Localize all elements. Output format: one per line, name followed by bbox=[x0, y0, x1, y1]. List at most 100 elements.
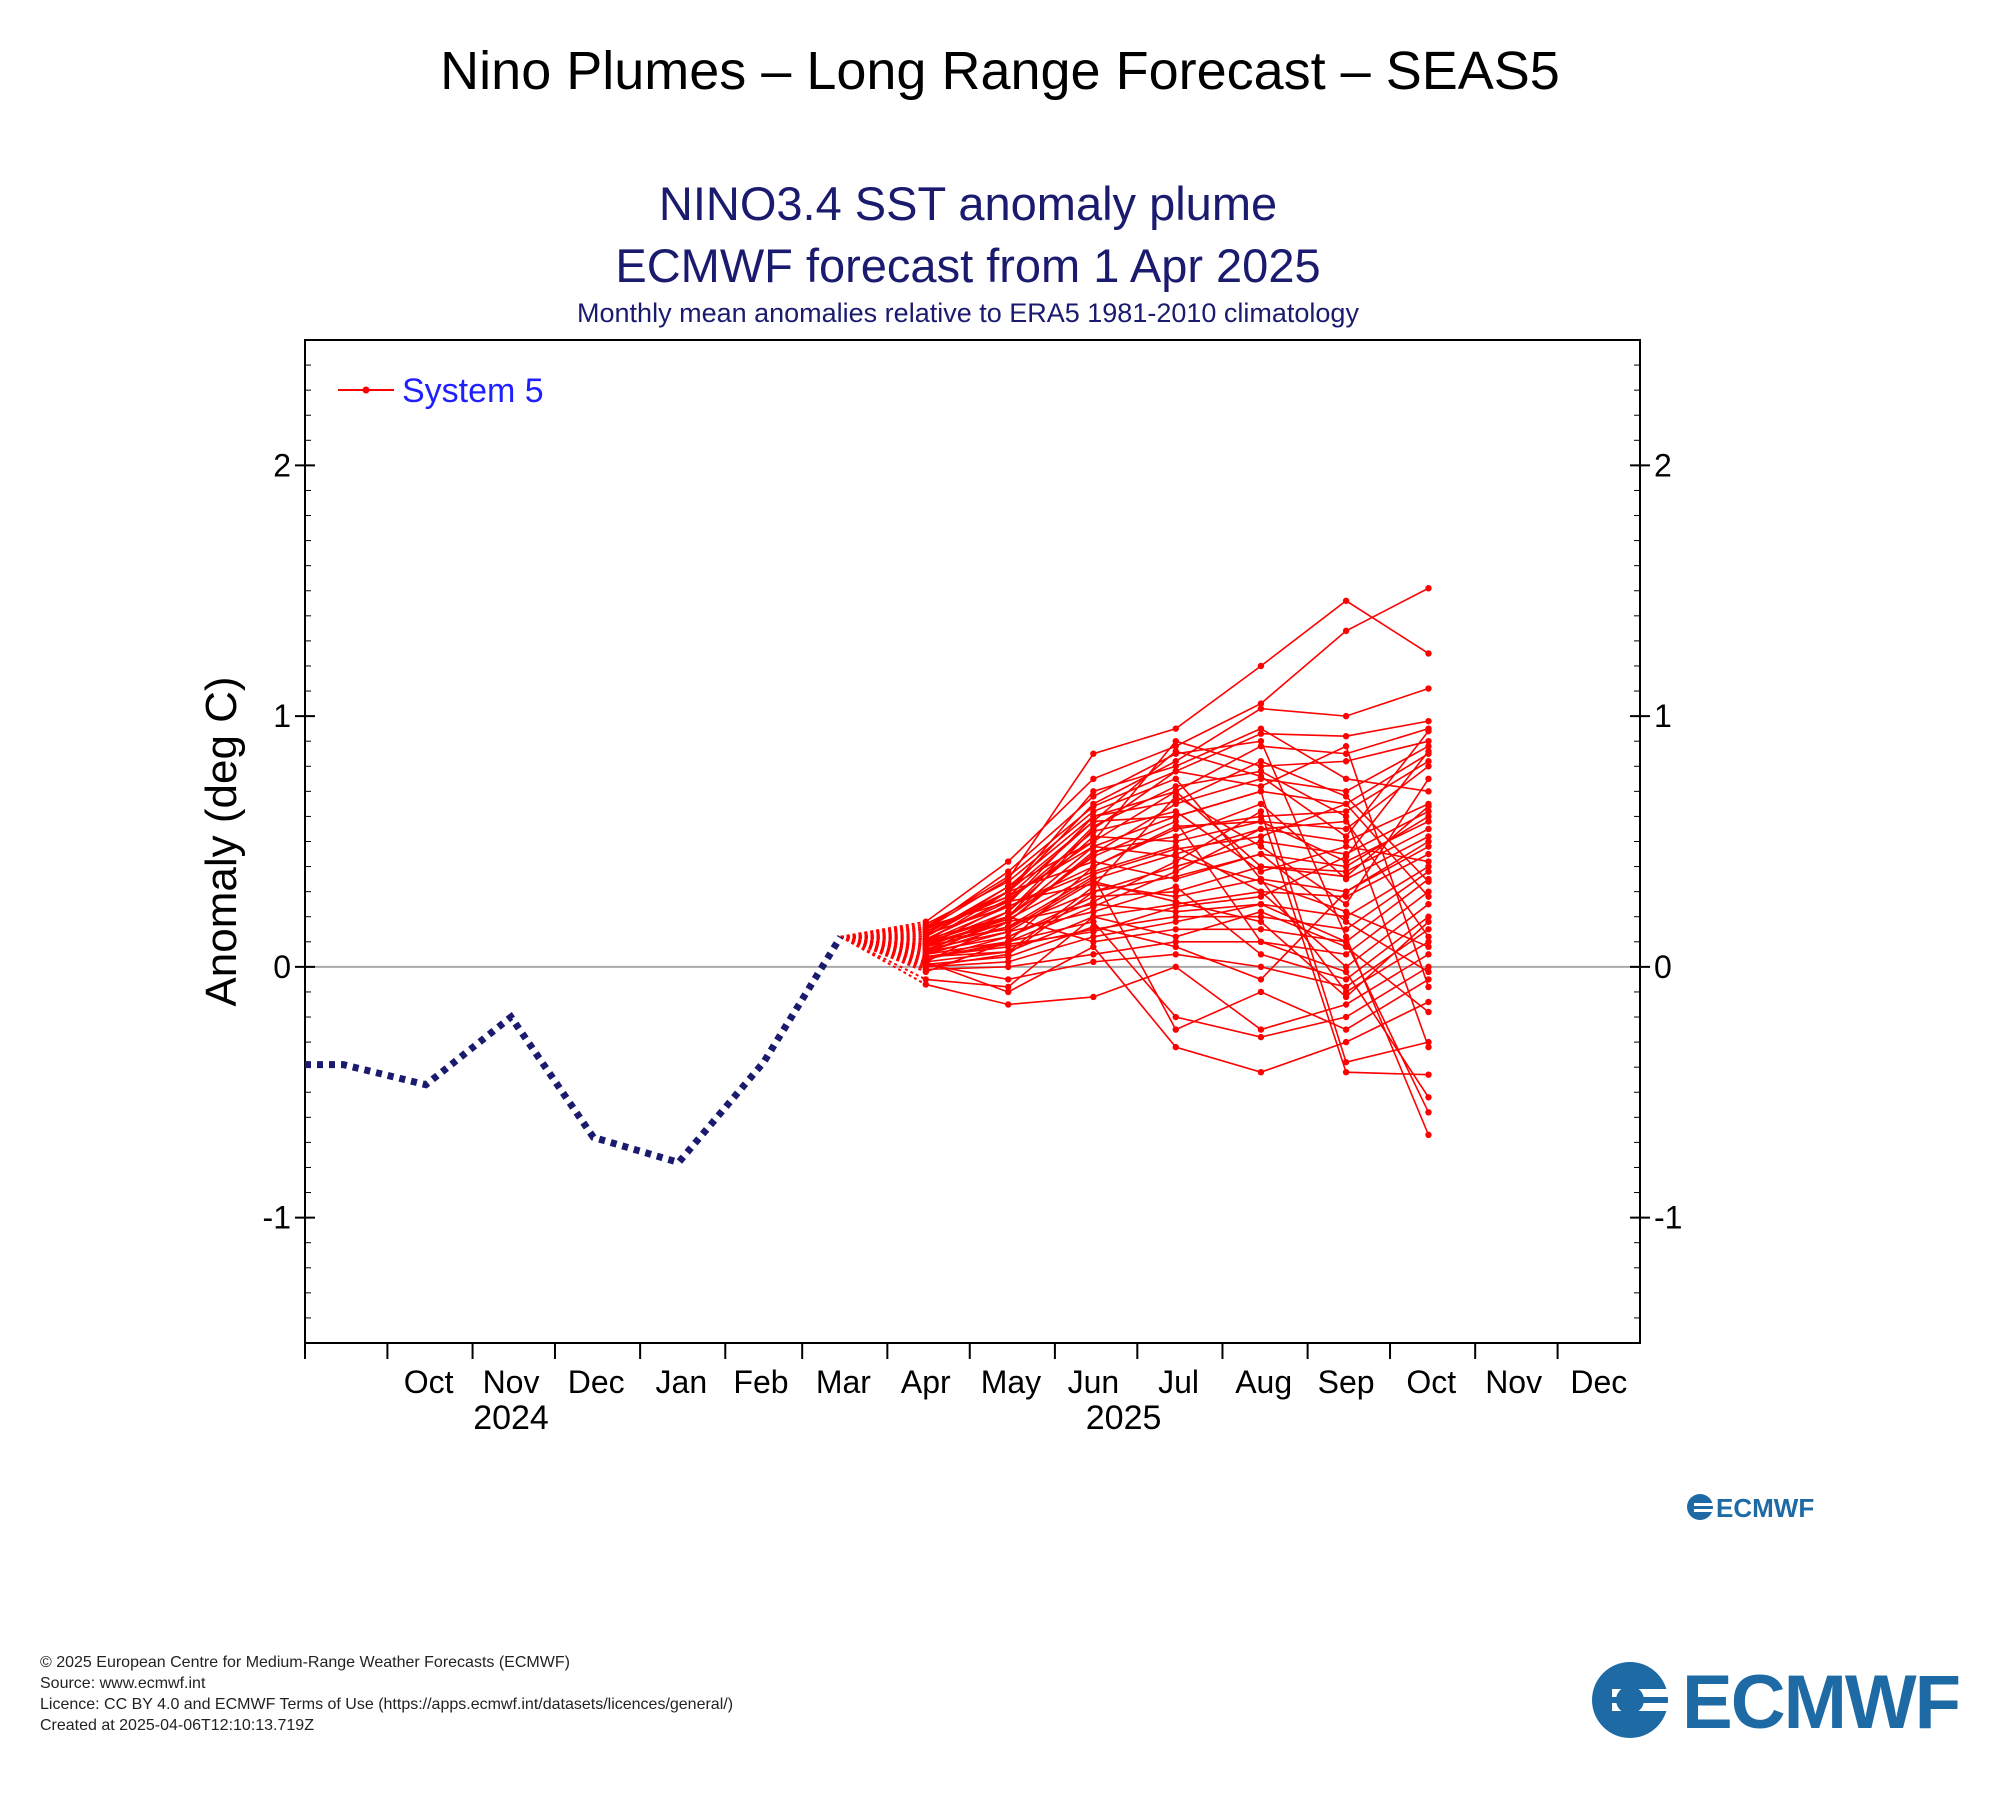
forecast-point bbox=[1342, 833, 1350, 840]
forecast-point bbox=[1090, 993, 1097, 1001]
forecast-point bbox=[1172, 798, 1179, 805]
forecast-point bbox=[1090, 833, 1097, 840]
forecast-point bbox=[1425, 938, 1432, 945]
forecast-point bbox=[1257, 825, 1265, 833]
y-tick-label-right: 1 bbox=[1654, 698, 1672, 734]
forecast-point bbox=[1172, 738, 1179, 745]
forecast-point bbox=[1257, 918, 1265, 925]
forecast-point bbox=[1425, 878, 1432, 885]
forecast-point bbox=[1257, 700, 1265, 707]
forecast-point bbox=[1172, 1043, 1179, 1051]
forecast-point bbox=[1257, 1068, 1265, 1076]
forecast-point bbox=[1425, 758, 1432, 765]
forecast-point bbox=[922, 936, 930, 943]
forecast-point bbox=[1257, 863, 1265, 870]
forecast-point bbox=[1425, 813, 1432, 820]
forecast-point bbox=[1342, 853, 1350, 860]
forecast-point bbox=[1090, 750, 1097, 757]
forecast-point bbox=[922, 923, 930, 930]
forecast-point bbox=[1425, 951, 1432, 958]
forecast-point bbox=[1342, 933, 1350, 940]
forecast-point bbox=[1005, 958, 1012, 966]
forecast-point bbox=[1172, 938, 1179, 945]
forecast-point bbox=[1090, 853, 1097, 860]
source-line: Source: www.ecmwf.int bbox=[40, 1675, 206, 1692]
forecast-point bbox=[1172, 768, 1179, 775]
forecast-point bbox=[1342, 1026, 1350, 1033]
forecast-point bbox=[1172, 963, 1179, 971]
forecast-point bbox=[1005, 888, 1012, 895]
forecast-point bbox=[1090, 943, 1097, 951]
forecast-point bbox=[1342, 993, 1350, 1001]
forecast-point bbox=[1257, 773, 1265, 780]
chart-title: NINO3.4 SST anomaly plume bbox=[659, 177, 1277, 230]
forecast-point bbox=[1172, 913, 1179, 920]
y-axis-label: Anomaly (deg C) bbox=[197, 676, 246, 1006]
forecast-point bbox=[1257, 1026, 1265, 1033]
forecast-point bbox=[1090, 863, 1097, 870]
forecast-point bbox=[1005, 895, 1012, 903]
forecast-initial-segment bbox=[840, 935, 927, 986]
forecast-point bbox=[1342, 788, 1350, 795]
forecast-point bbox=[1172, 725, 1179, 732]
forecast-point bbox=[1342, 838, 1350, 845]
forecast-point bbox=[1257, 908, 1265, 915]
y-tick-label-left: 0 bbox=[273, 949, 291, 985]
forecast-point bbox=[1342, 976, 1350, 983]
forecast-point bbox=[1425, 825, 1432, 833]
forecast-point bbox=[1425, 833, 1432, 840]
forecast-point bbox=[1090, 793, 1097, 800]
ecmwf-logo-small: ECMWF bbox=[1687, 1493, 1814, 1523]
forecast-point bbox=[1172, 926, 1179, 933]
forecast-point bbox=[1425, 843, 1432, 850]
forecast-point bbox=[1425, 863, 1432, 870]
forecast-point bbox=[1257, 758, 1265, 765]
forecast-point bbox=[1172, 758, 1179, 765]
forecast-point bbox=[1005, 908, 1012, 915]
legend-marker bbox=[362, 386, 370, 394]
forecast-point bbox=[1090, 858, 1097, 865]
forecast-point bbox=[1425, 1131, 1432, 1139]
forecast-point bbox=[1172, 858, 1179, 865]
forecast-point bbox=[922, 941, 930, 948]
x-tick-label: Dec bbox=[1570, 1364, 1627, 1400]
forecast-point bbox=[1090, 775, 1097, 783]
footer-credits: © 2025 European Centre for Medium-Range … bbox=[40, 1652, 733, 1736]
y-tick-label-right: 2 bbox=[1654, 447, 1672, 483]
x-tick-label: Oct bbox=[404, 1364, 454, 1400]
created-line: Created at 2025-04-06T12:10:13.719Z bbox=[40, 1717, 314, 1734]
forecast-point bbox=[1342, 627, 1350, 635]
forecast-point bbox=[1257, 843, 1265, 850]
forecast-point bbox=[1172, 818, 1179, 825]
forecast-point bbox=[1172, 1026, 1179, 1033]
forecast-point bbox=[1342, 893, 1350, 900]
forecast-point bbox=[1005, 1001, 1012, 1008]
x-tick-label: Sep bbox=[1318, 1364, 1375, 1400]
forecast-point bbox=[1425, 808, 1432, 815]
forecast-point bbox=[1425, 963, 1432, 971]
forecast-point bbox=[922, 981, 930, 988]
forecast-point bbox=[1257, 893, 1265, 900]
forecast-point bbox=[1425, 685, 1432, 692]
forecast-point bbox=[1257, 725, 1265, 732]
forecast-point bbox=[1172, 833, 1179, 840]
forecast-initial-segment bbox=[840, 935, 927, 958]
forecast-point bbox=[1257, 833, 1265, 840]
forecast-point bbox=[1005, 883, 1012, 890]
forecast-point bbox=[1172, 933, 1179, 940]
forecast-point bbox=[1090, 903, 1097, 910]
forecast-point bbox=[1090, 883, 1097, 890]
nino34-plume-chart: NINO3.4 SST anomaly plume ECMWF forecast… bbox=[197, 177, 1682, 1437]
forecast-point bbox=[1342, 900, 1350, 908]
forecast-point bbox=[1090, 898, 1097, 905]
x-tick-label: Feb bbox=[733, 1364, 788, 1400]
observed-line bbox=[305, 934, 844, 1167]
forecast-point bbox=[1172, 908, 1179, 915]
forecast-point bbox=[1257, 1033, 1265, 1041]
copyright-line: © 2025 European Centre for Medium-Range … bbox=[40, 1654, 570, 1671]
forecast-point bbox=[1172, 868, 1179, 875]
forecast-point bbox=[1172, 775, 1179, 783]
x-tick-label: Jun bbox=[1068, 1364, 1120, 1400]
forecast-point bbox=[1005, 933, 1012, 940]
forecast-point bbox=[1425, 717, 1432, 725]
